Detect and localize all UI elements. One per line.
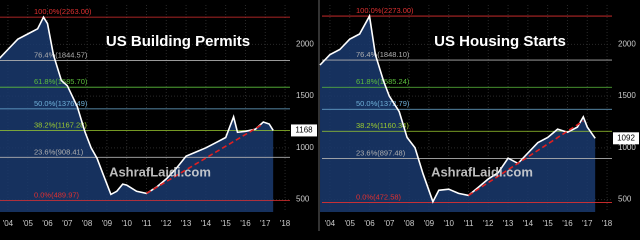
x-tick-label: '05 [22, 219, 33, 228]
x-tick-label: '16 [240, 219, 251, 228]
fib-label: 38.2%(1160.34) [356, 121, 409, 130]
fib-label: 50.0%(1376.49) [34, 99, 88, 108]
fib-label: 50.0%(1372.79) [356, 99, 410, 108]
x-tick-label: '14 [523, 219, 534, 228]
fib-label: 61.8%(1585.70) [34, 77, 88, 86]
x-tick-label: '04 [325, 219, 336, 228]
panel: '04 '05 '06 '07 '08 '09 '10 '11 '12 '13 '14 '15 '16 '… [0, 5, 317, 228]
chart-title: US Building Permits [106, 33, 250, 50]
last-value-tag [291, 124, 317, 137]
x-tick-label: '10 [443, 219, 454, 228]
x-tick-label: '18 [280, 219, 291, 228]
last-value-tag [613, 132, 639, 145]
x-tick-label: '12 [483, 219, 494, 228]
x-tick-label: '04 [3, 219, 14, 228]
x-tick-label: '06 [42, 219, 53, 228]
fib-label: 23.6%(897.48) [356, 148, 406, 157]
y-tick-label: 2000 [296, 39, 314, 48]
x-tick-label: '05 [344, 219, 355, 228]
watermark: AshrafLaidi.com [431, 164, 533, 179]
line [0, 15, 274, 196]
x-tick-label: '16 [562, 219, 573, 228]
y-tick-label: 1000 [296, 143, 314, 152]
x-tick-label: '09 [102, 219, 113, 228]
x-tick-label: '12 [161, 219, 172, 228]
x-tick-label: '07 [62, 219, 73, 228]
y-tick-label: 2000 [618, 39, 636, 48]
x-tick-label: '08 [404, 219, 415, 228]
x-tick-label: '17 [582, 219, 593, 228]
x-tick-label: '13 [503, 219, 514, 228]
fib-label: 100.0%(2273.00) [356, 6, 414, 15]
x-tick-label: '11 [464, 219, 474, 228]
x-tick-label: '08 [82, 219, 93, 228]
trend-line [146, 124, 262, 195]
panel: '04 '05 '06 '07 '08 '09 '10 '11 '12 '13 '14 '15 '16 '… [319, 5, 639, 228]
fib-label: 23.6%(908.41) [34, 147, 84, 156]
line [319, 13, 596, 204]
trend-line [468, 120, 584, 197]
y-tick-label: 1000 [618, 143, 636, 152]
y-tick-label: 1500 [618, 91, 636, 100]
x-tick-label: '13 [181, 219, 192, 228]
x-tick-label: '18 [602, 219, 613, 228]
x-tick-label: '06 [364, 219, 375, 228]
fib-label: 76.4%(1848.10) [356, 50, 410, 59]
x-tick-label: '09 [424, 219, 435, 228]
page: '04 '05 '06 '07 '08 '09 '10 '11 '12 '13 '14 '15 '16 '… [0, 0, 640, 231]
fib-label: 0.0%(472.58) [356, 192, 402, 201]
x-tick-label: '15 [542, 219, 553, 228]
fib-label: 100.0%(2263.00) [34, 7, 92, 16]
x-tick-label: '11 [142, 219, 152, 228]
area [0, 17, 274, 212]
last-value-label: 1092 [617, 133, 635, 142]
x-tick-label: '15 [220, 219, 231, 228]
y-tick-label: 500 [296, 195, 310, 204]
x-tick-label: '14 [201, 219, 212, 228]
y-tick-label: 1500 [296, 91, 314, 100]
chart-title: US Housing Starts [434, 33, 566, 50]
fib-label: 61.8%(1585.24) [356, 77, 410, 86]
x-tick-label: '10 [121, 219, 132, 228]
last-value-label: 1168 [295, 126, 313, 135]
area [320, 16, 596, 212]
fib-label: 0.0%(489.97) [34, 191, 80, 200]
x-tick-label: '07 [384, 219, 395, 228]
fib-label: 38.2%(1167.28) [34, 121, 87, 130]
chart: '04 '05 '06 '07 '08 '09 '10 '11 '12 '13 '14 '15 '16 '… [0, 0, 640, 231]
x-tick-label: '17 [260, 219, 271, 228]
fib-label: 76.4%(1844.57) [34, 50, 88, 59]
watermark: AshrafLaidi.com [109, 164, 211, 179]
y-tick-label: 500 [618, 195, 632, 204]
